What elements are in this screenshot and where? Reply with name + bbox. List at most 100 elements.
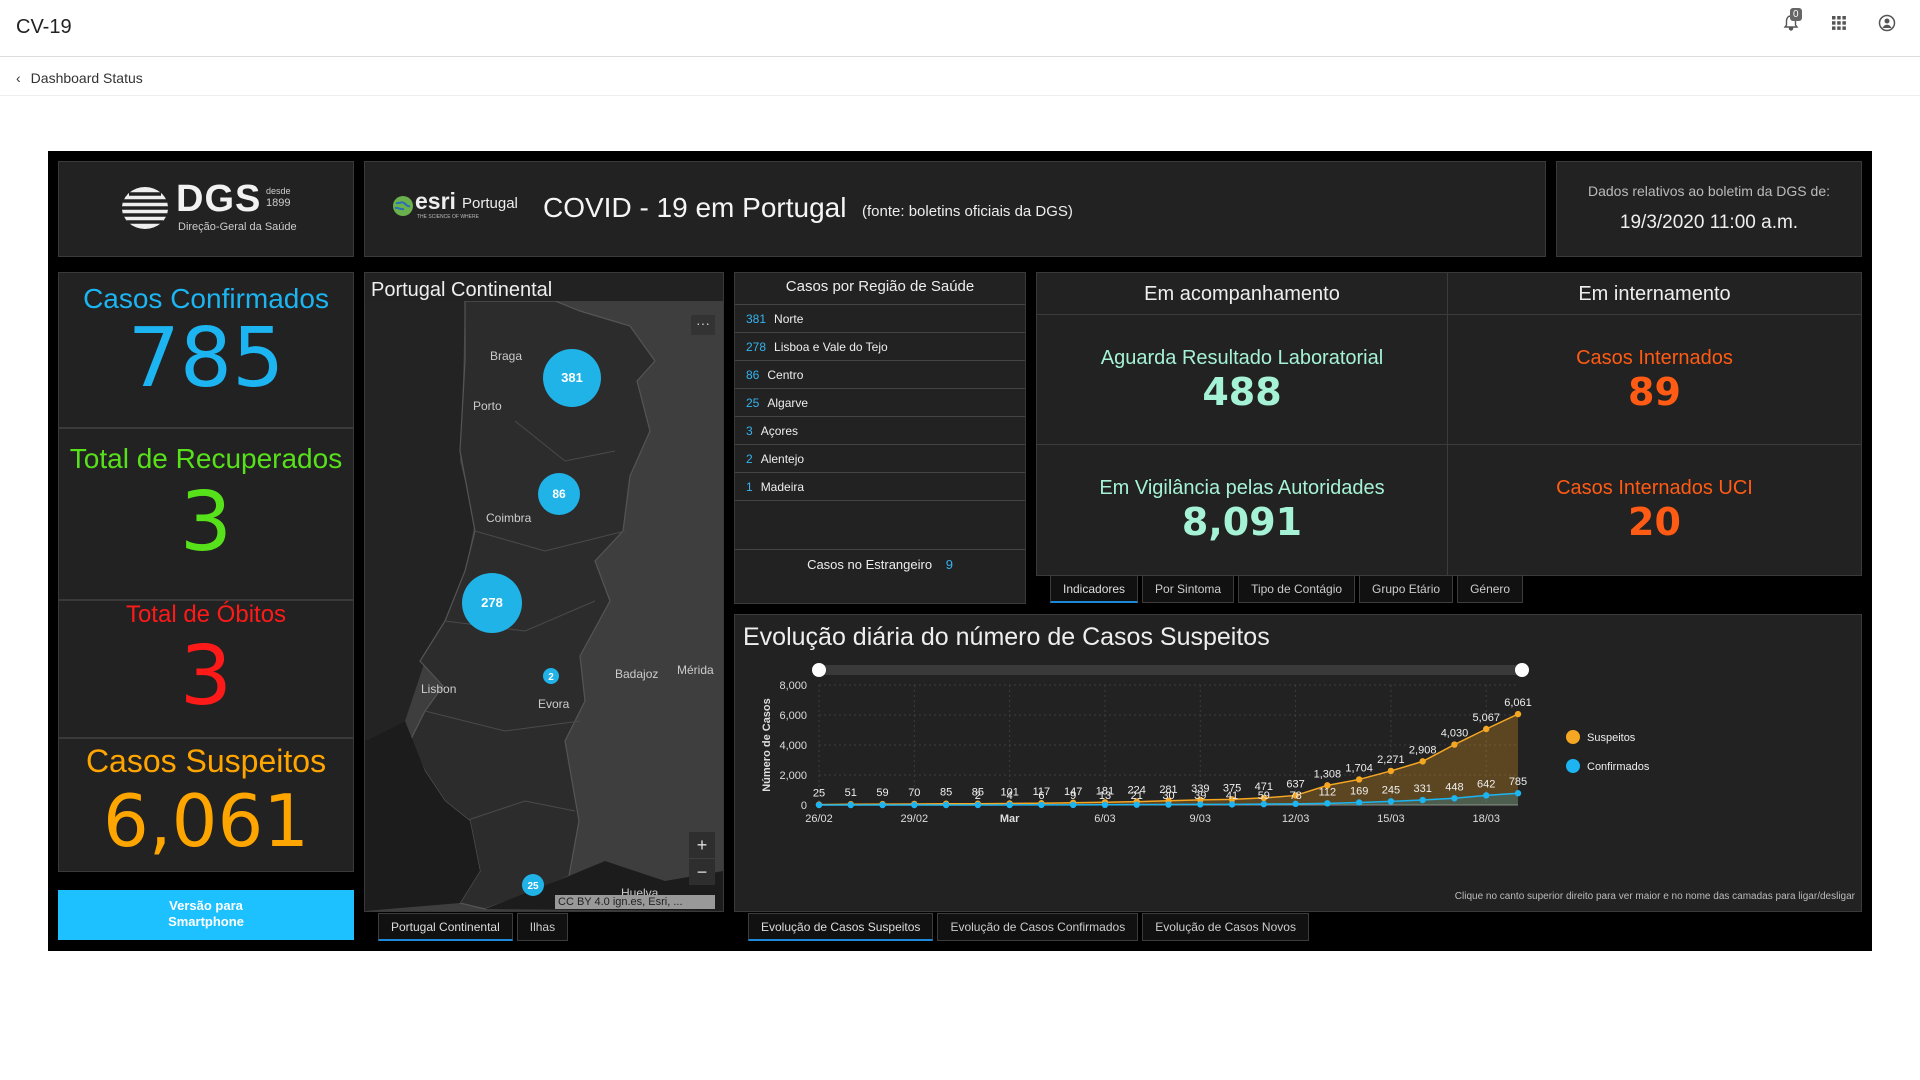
user-avatar-icon[interactable]	[1876, 14, 1898, 36]
map-cluster-marker[interactable]: 25	[522, 874, 544, 896]
region-row[interactable]: 1 Madeira	[735, 473, 1025, 501]
region-count: 86	[746, 367, 760, 382]
region-name: Norte	[774, 311, 804, 326]
data-point[interactable]	[1451, 741, 1458, 748]
x-tick-label: 12/03	[1282, 813, 1310, 825]
region-row[interactable]: 2 Alentejo	[735, 445, 1025, 473]
regions-panel: Casos por Região de Saúde 381 Norte 278 Lis…	[734, 272, 1026, 604]
data-point[interactable]	[1483, 725, 1490, 733]
data-point[interactable]	[847, 801, 854, 809]
map-cluster-marker[interactable]: 86	[538, 473, 580, 515]
data-point[interactable]	[1260, 794, 1268, 802]
data-point[interactable]	[1069, 801, 1077, 809]
x-tick-label: 15/03	[1377, 813, 1405, 825]
map-cluster-count: 2	[548, 672, 554, 683]
data-point[interactable]	[1355, 799, 1363, 806]
data-point[interactable]	[879, 801, 886, 809]
tab-indicadores[interactable]: Indicadores	[1050, 575, 1139, 603]
legend-swatch[interactable]	[1566, 730, 1580, 744]
tab-portugal-continental[interactable]: Portugal Continental	[378, 913, 513, 941]
apps-grid-icon[interactable]	[1828, 14, 1850, 36]
tab-genero[interactable]: Género	[1457, 575, 1524, 603]
data-point[interactable]	[1101, 801, 1109, 809]
breadcrumb[interactable]: ‹ Dashboard Status	[16, 70, 143, 86]
data-point[interactable]	[1324, 782, 1331, 789]
tab-evolucao-novos[interactable]: Evolução de Casos Novos	[1142, 913, 1309, 941]
data-point[interactable]	[1451, 795, 1458, 802]
data-point[interactable]	[1292, 792, 1299, 799]
data-point[interactable]	[911, 801, 918, 809]
data-label: 9	[1070, 790, 1076, 802]
legend-label[interactable]: Confirmados	[1587, 761, 1650, 773]
data-point[interactable]	[1260, 800, 1268, 808]
smartphone-version-button[interactable]: Versão para Smartphone	[58, 890, 354, 940]
data-point[interactable]	[815, 801, 823, 809]
data-point[interactable]	[1292, 800, 1299, 808]
legend-swatch[interactable]	[1566, 759, 1580, 773]
data-point[interactable]	[1514, 790, 1522, 797]
suspects-label: Casos Suspeitos	[85, 743, 327, 779]
tab-por-sintoma[interactable]: Por Sintoma	[1142, 575, 1235, 603]
data-point[interactable]	[1387, 798, 1395, 805]
map-cluster-marker[interactable]: 381	[543, 349, 601, 407]
data-point[interactable]	[1228, 801, 1236, 808]
tab-grupo-etario[interactable]: Grupo Etário	[1359, 575, 1454, 603]
data-label: 4	[1007, 790, 1013, 802]
data-point[interactable]	[1483, 792, 1490, 799]
data-point[interactable]	[1006, 801, 1013, 809]
data-label: 78	[1289, 790, 1301, 802]
tab-evolucao-suspeitos[interactable]: Evolução de Casos Suspeitos	[748, 913, 934, 941]
vig-label: Em Vigilância pelas Autoridades	[1099, 477, 1385, 499]
range-slider-handle-left[interactable]	[812, 663, 826, 677]
map-city-label: Badajoz	[615, 667, 658, 681]
data-point[interactable]	[1419, 796, 1426, 804]
range-slider-track[interactable]	[819, 665, 1518, 675]
data-point[interactable]	[1038, 801, 1045, 809]
data-point[interactable]	[1419, 758, 1426, 765]
follow-header-right: Em internamento	[1448, 273, 1861, 315]
region-row[interactable]: 25 Algarve	[735, 389, 1025, 417]
region-row[interactable]: 86 Centro	[735, 361, 1025, 389]
data-point[interactable]	[942, 801, 950, 809]
map-more-options-icon[interactable]: ···	[691, 315, 715, 335]
deaths-value: 3	[179, 629, 233, 724]
suspects-panel: Casos Suspeitos 6,061	[58, 738, 354, 872]
suspects-evolution-chart[interactable]: 0 2,000 4,000 6,000 8,000 26/02 29/02 Mar 6/03 9/…	[735, 659, 1861, 899]
data-label: 281	[1159, 784, 1177, 796]
abroad-label: Casos no Estrangeiro	[807, 557, 933, 572]
data-point[interactable]	[1387, 767, 1395, 775]
region-row[interactable]: 381 Norte	[735, 305, 1025, 333]
map-cluster-marker[interactable]: 278	[462, 573, 522, 633]
map-attribution: CC BY 4.0 ign.es, Esri, ...	[555, 895, 715, 909]
data-point[interactable]	[974, 801, 982, 809]
lab-block: Aguarda Resultado Laboratorial 488	[1037, 315, 1448, 445]
portugal-map[interactable]: Braga Porto Coimbra Lisbon Evora Badajoz…	[365, 301, 723, 911]
hosp-block: Casos Internados 89	[1448, 315, 1861, 445]
legend-label[interactable]: Suspeitos	[1587, 732, 1636, 744]
bell-icon[interactable]: 0	[1780, 8, 1802, 36]
icu-value: 20	[1628, 500, 1681, 544]
data-point[interactable]	[1133, 801, 1140, 808]
zoom-out-button[interactable]: −	[689, 859, 715, 885]
data-point[interactable]	[1165, 801, 1172, 808]
breadcrumb-bar: ‹ Dashboard Status	[0, 58, 1920, 96]
map-cluster-marker[interactable]: 2	[543, 668, 559, 684]
data-point[interactable]	[1197, 801, 1204, 808]
data-label: 70	[908, 787, 920, 799]
data-point[interactable]	[1197, 796, 1204, 804]
tab-tipo-contagio[interactable]: Tipo de Contágio	[1238, 575, 1356, 603]
region-row[interactable]: 278 Lisboa e Vale do Tejo	[735, 333, 1025, 361]
tab-ilhas[interactable]: Ilhas	[516, 913, 569, 941]
region-count: 3	[746, 423, 753, 438]
data-point[interactable]	[1228, 796, 1236, 803]
range-slider-handle-right[interactable]	[1515, 663, 1529, 677]
zoom-in-button[interactable]: +	[689, 832, 715, 858]
data-label: 25	[813, 788, 825, 800]
region-row[interactable]: 3 Açores	[735, 417, 1025, 445]
region-name: Açores	[760, 423, 799, 438]
data-point[interactable]	[1324, 800, 1331, 807]
data-point[interactable]	[1514, 710, 1522, 718]
data-point[interactable]	[1355, 776, 1363, 783]
tab-evolucao-confirmados[interactable]: Evolução de Casos Confirmados	[937, 913, 1139, 941]
data-label: 85	[940, 787, 952, 799]
